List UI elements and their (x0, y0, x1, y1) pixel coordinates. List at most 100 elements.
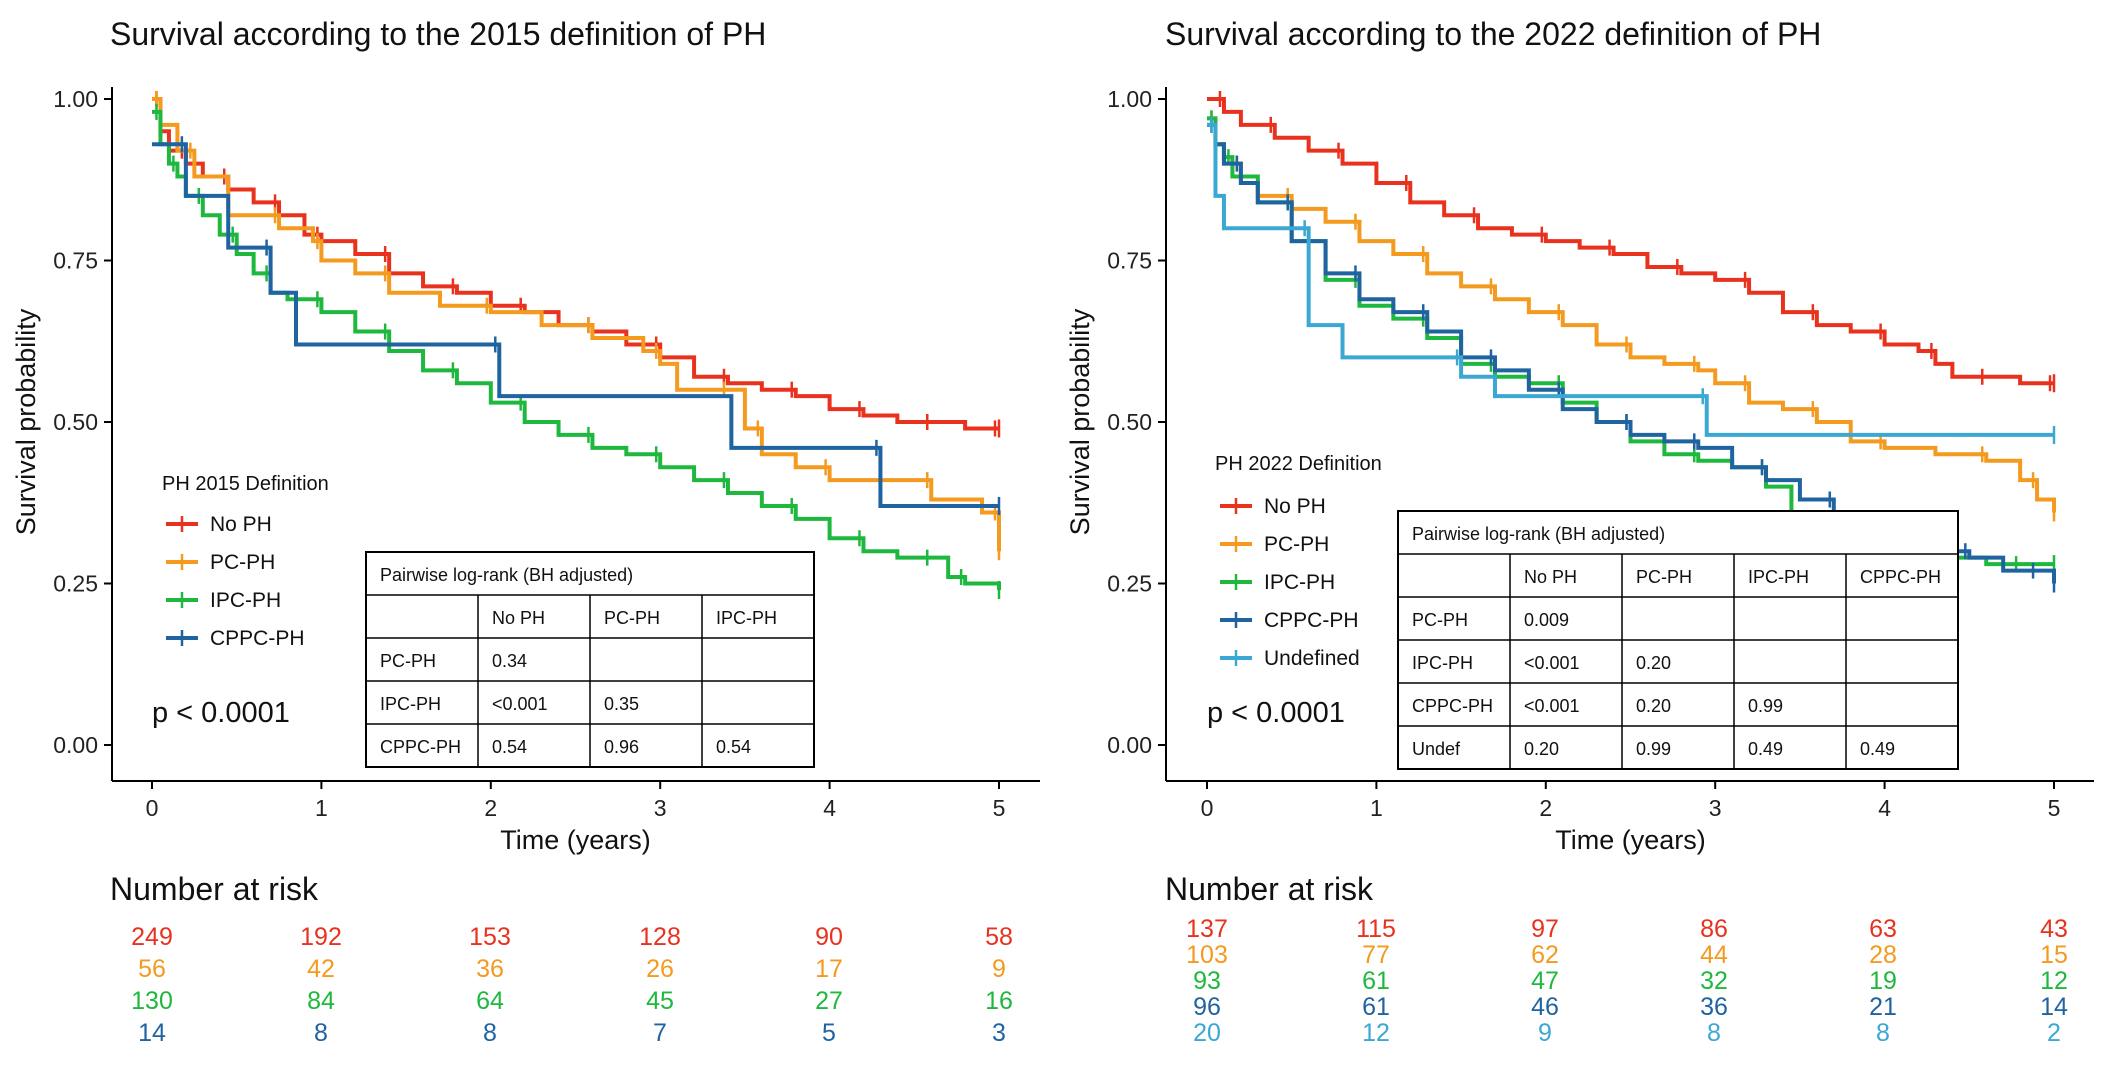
p-value: p < 0.0001 (152, 697, 290, 729)
risk-no-ph-value: 97 (1531, 915, 1559, 943)
risk-pc-ph-value: 103 (1186, 941, 1228, 969)
pairwise-table-header: PC-PH (1636, 567, 1692, 587)
legend-cppc-ph-label: CPPC-PH (210, 627, 305, 650)
y-axis-label: Survival probability (1065, 308, 1095, 535)
pairwise-table-title: Pairwise log-rank (BH adjusted) (1412, 524, 1665, 544)
risk-pc-ph-value: 36 (476, 955, 504, 983)
pairwise-table-header: CPPC-PH (1860, 567, 1941, 587)
risk-cppc-ph-value: 7 (653, 1019, 667, 1047)
risk-pc-ph-value: 9 (992, 955, 1006, 983)
series-pc-ph-curve (1207, 116, 2056, 513)
legend-cppc-ph-label: CPPC-PH (1264, 609, 1359, 632)
risk-cppc-ph-value: 8 (314, 1019, 328, 1047)
risk-no-ph-value: 153 (469, 923, 511, 951)
risk-cppc-ph-value: 8 (483, 1019, 497, 1047)
risk-undefined-value: 9 (1538, 1019, 1552, 1047)
risk-undefined-value: 12 (1362, 1019, 1390, 1047)
pairwise-table-cell: 0.49 (1748, 739, 1783, 759)
pairwise-table-cell: 0.35 (604, 694, 639, 714)
risk-undefined-value: 8 (1707, 1019, 1721, 1047)
risk-no-ph-value: 137 (1186, 915, 1228, 943)
risk-ipc-ph-value: 130 (131, 987, 173, 1015)
pairwise-table-cell: 0.20 (1636, 653, 1671, 673)
y-tick-label: 0.75 (1107, 248, 1152, 274)
series-ipc-ph-curve (1207, 116, 2054, 567)
pairwise-table-cell: 0.54 (492, 737, 527, 757)
y-tick-label: 0.75 (53, 248, 98, 274)
risk-cppc-ph-value: 21 (1869, 993, 1897, 1021)
legend-no-ph-label: No PH (210, 513, 272, 536)
x-tick-label: 0 (1201, 795, 1214, 821)
risk-no-ph-value: 115 (1356, 915, 1396, 943)
pairwise-table-row-label: IPC-PH (1412, 653, 1473, 673)
x-tick-label: 2 (484, 795, 497, 821)
pairwise-table-row-label: IPC-PH (380, 694, 441, 714)
chart-title: Survival according to the 2015 definitio… (110, 16, 766, 52)
pairwise-table-row-label: PC-PH (380, 651, 436, 671)
x-tick-label: 1 (1370, 795, 1383, 821)
x-tick-label: 4 (1878, 795, 1891, 821)
legend-ipc-ph-label: IPC-PH (210, 589, 281, 612)
chart-title: Survival according to the 2022 definitio… (1165, 16, 1821, 52)
risk-pc-ph-value: 17 (815, 955, 843, 983)
x-tick-label: 1 (315, 795, 328, 821)
pairwise-table-cell: <0.001 (1524, 696, 1580, 716)
y-tick-label: 0.25 (53, 571, 98, 597)
pairwise-table-cell: <0.001 (1524, 653, 1580, 673)
risk-ipc-ph-value: 19 (1869, 967, 1897, 995)
risk-pc-ph-value: 28 (1869, 941, 1897, 969)
pairwise-table-header: PC-PH (604, 608, 660, 628)
y-tick-label: 1.00 (53, 86, 98, 112)
y-tick-label: 0.50 (53, 409, 98, 435)
x-axis-label: Time (years) (500, 825, 651, 855)
pairwise-table-row-label: CPPC-PH (1412, 696, 1493, 716)
pairwise-table: Pairwise log-rank (BH adjusted) No PH PC-P… (1397, 510, 1959, 770)
risk-ipc-ph-value: 61 (1362, 967, 1390, 995)
legend-title: PH 2022 Definition (1215, 453, 1382, 475)
risk-undefined-value: 2 (2047, 1019, 2061, 1047)
risk-cppc-ph-value: 96 (1193, 993, 1221, 1021)
pairwise-table-header: IPC-PH (1748, 567, 1809, 587)
pairwise-table-cell: 0.96 (604, 737, 639, 757)
x-tick-label: 3 (1709, 795, 1722, 821)
series-ipc-ph-curve (152, 109, 1001, 590)
x-tick-label: 0 (146, 795, 159, 821)
legend-ipc-ph-label: IPC-PH (1264, 571, 1335, 594)
x-tick-label: 5 (2048, 795, 2061, 821)
legend-pc-ph-label: PC-PH (1264, 533, 1329, 556)
risk-table-title: Number at risk (1165, 871, 1374, 907)
risk-no-ph-value: 90 (815, 923, 843, 951)
risk-pc-ph-value: 44 (1700, 941, 1728, 969)
legend-title: PH 2015 Definition (162, 473, 329, 495)
risk-cppc-ph-value: 14 (138, 1019, 166, 1047)
y-tick-label: 0.00 (53, 732, 98, 758)
risk-no-ph-value: 58 (985, 923, 1013, 951)
risk-table-title: Number at risk (110, 871, 319, 907)
x-axis-label: Time (years) (1555, 825, 1706, 855)
pairwise-table-header: No PH (492, 608, 545, 628)
y-axis-label: Survival probability (11, 308, 41, 535)
pairwise-table-row-label: PC-PH (1412, 610, 1468, 630)
legend-undefined-label: Undefined (1264, 647, 1360, 670)
risk-ipc-ph-value: 64 (476, 987, 504, 1015)
pairwise-table-cell: 0.20 (1524, 739, 1559, 759)
risk-pc-ph-value: 15 (2040, 941, 2068, 969)
risk-cppc-ph-value: 5 (822, 1019, 836, 1047)
pairwise-table-title: Pairwise log-rank (BH adjusted) (380, 565, 633, 585)
risk-pc-ph-value: 77 (1362, 941, 1390, 969)
y-tick-label: 0.25 (1107, 571, 1152, 597)
series-undefined-curve (1207, 122, 2054, 437)
x-tick-label: 3 (654, 795, 667, 821)
risk-ipc-ph-value: 93 (1193, 967, 1221, 995)
risk-cppc-ph-value: 36 (1700, 993, 1728, 1021)
risk-ipc-ph-value: 84 (307, 987, 335, 1015)
risk-cppc-ph-value: 61 (1362, 993, 1390, 1021)
risk-no-ph-value: 86 (1700, 915, 1728, 943)
x-tick-label: 4 (823, 795, 836, 821)
pairwise-table-cell: 0.34 (492, 651, 527, 671)
pairwise-table-header: IPC-PH (716, 608, 777, 628)
risk-ipc-ph-value: 27 (815, 987, 843, 1015)
series-cppc-ph-curve (152, 142, 999, 508)
p-value: p < 0.0001 (1207, 697, 1345, 729)
